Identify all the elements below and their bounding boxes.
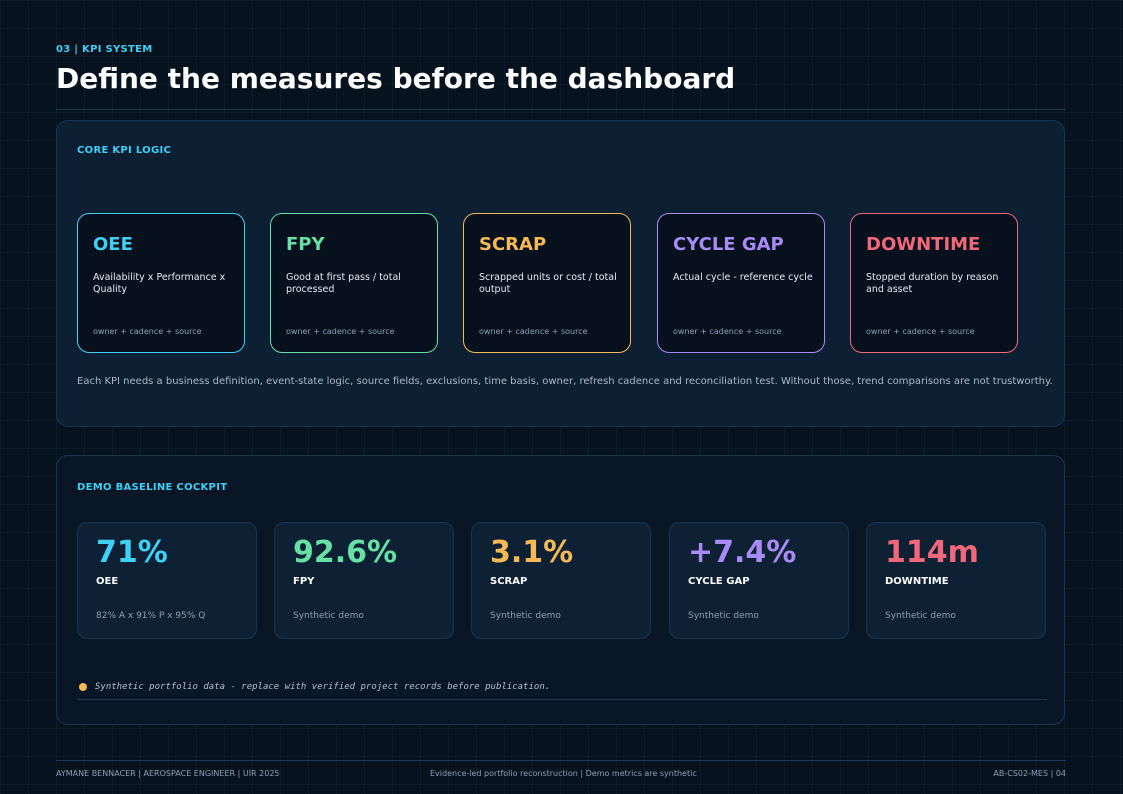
kpi-name: DOWNTIME	[866, 234, 981, 255]
metric-card-fpy: 92.6% FPY Synthetic demo	[274, 522, 454, 639]
metric-value: 92.6%	[293, 535, 398, 570]
kpi-card-downtime: DOWNTIME Stopped duration by reason and …	[850, 213, 1018, 353]
page-title: Define the measures before the dashboard	[56, 62, 736, 95]
metric-value: 114m	[885, 535, 979, 570]
metric-card-scrap: 3.1% SCRAP Synthetic demo	[471, 522, 651, 639]
metric-subtext: Synthetic demo	[490, 611, 561, 621]
metric-label: DOWNTIME	[885, 576, 949, 587]
eyebrow: 03 | KPI SYSTEM	[56, 44, 153, 55]
kpi-definition: Good at first pass / total processed	[286, 272, 401, 295]
kpi-definition: Actual cycle - reference cycle	[673, 272, 813, 283]
kpi-footer: owner + cadence + source	[93, 327, 202, 336]
kpi-name: CYCLE GAP	[673, 234, 784, 255]
kpi-name: FPY	[286, 234, 325, 255]
metric-value: 3.1%	[490, 535, 574, 570]
kpi-card-oee: OEE Availability x Performance x Quality…	[77, 213, 245, 353]
metric-subtext: Synthetic demo	[885, 611, 956, 621]
demo-baseline-cockpit-panel: DEMO BASELINE COCKPIT 71% OEE 82% A x 91…	[56, 455, 1065, 725]
footer-page-ref: AB-CS02-MES | 04	[993, 769, 1066, 778]
metric-label: OEE	[96, 576, 119, 587]
metric-value: 71%	[96, 535, 168, 570]
kpi-requirements-note: Each KPI needs a business definition, ev…	[77, 376, 1053, 387]
metric-card-cycle-gap: +7.4% CYCLE GAP Synthetic demo	[669, 522, 849, 639]
panel-label: DEMO BASELINE COCKPIT	[77, 482, 228, 493]
kpi-definition: Stopped duration by reason and asset	[866, 272, 999, 295]
metric-subtext: 82% A x 91% P x 95% Q	[96, 611, 206, 621]
footer-caption: Evidence-led portfolio reconstruction | …	[430, 769, 697, 778]
metric-card-oee: 71% OEE 82% A x 91% P x 95% Q	[77, 522, 257, 639]
footer-divider	[56, 760, 1066, 761]
metric-label: CYCLE GAP	[688, 576, 750, 587]
kpi-card-fpy: FPY Good at first pass / total processed…	[270, 213, 438, 353]
core-kpi-logic-panel: CORE KPI LOGIC OEE Availability x Perfor…	[56, 120, 1065, 427]
kpi-card-scrap: SCRAP Scrapped units or cost / total out…	[463, 213, 631, 353]
footer-author: AYMANE BENNACER | AEROSPACE ENGINEER | U…	[56, 769, 280, 778]
kpi-footer: owner + cadence + source	[866, 327, 975, 336]
metric-label: SCRAP	[490, 576, 528, 587]
kpi-definition: Availability x Performance x Quality	[93, 272, 226, 295]
metric-label: FPY	[293, 576, 315, 587]
kpi-footer: owner + cadence + source	[673, 327, 782, 336]
synthetic-data-disclaimer: Synthetic portfolio data - replace with …	[79, 682, 550, 692]
kpi-footer: owner + cadence + source	[479, 327, 588, 336]
kpi-definition: Scrapped units or cost / total output	[479, 272, 617, 295]
metric-value: +7.4%	[688, 535, 797, 570]
title-divider	[56, 109, 1066, 110]
kpi-card-cycle-gap: CYCLE GAP Actual cycle - reference cycle…	[657, 213, 825, 353]
disclaimer-divider	[77, 699, 1047, 700]
disclaimer-text: Synthetic portfolio data - replace with …	[95, 682, 551, 692]
metric-subtext: Synthetic demo	[688, 611, 759, 621]
kpi-footer: owner + cadence + source	[286, 327, 395, 336]
metric-subtext: Synthetic demo	[293, 611, 364, 621]
status-dot-icon	[79, 683, 87, 691]
kpi-name: SCRAP	[479, 234, 547, 255]
panel-label: CORE KPI LOGIC	[77, 145, 172, 156]
metric-card-downtime: 114m DOWNTIME Synthetic demo	[866, 522, 1046, 639]
kpi-name: OEE	[93, 234, 133, 255]
